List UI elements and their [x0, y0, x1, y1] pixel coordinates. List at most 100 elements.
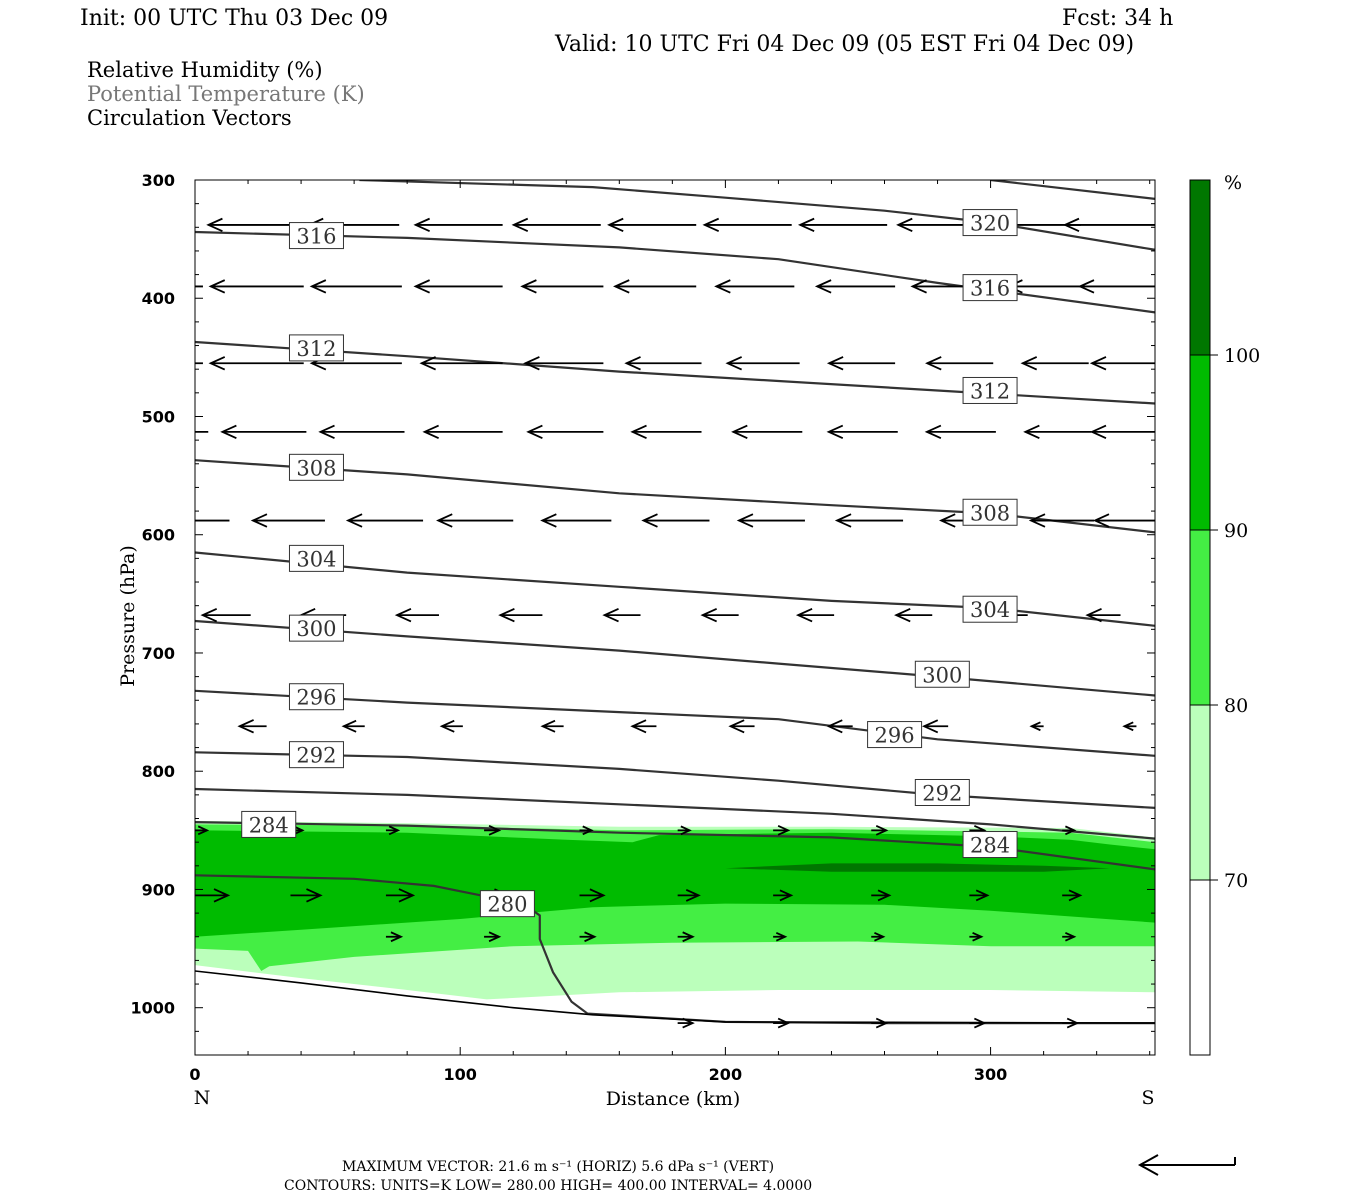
reference-vector — [1137, 1154, 1236, 1176]
theta-label-text: 304 — [970, 598, 1010, 622]
vector-0-7 — [797, 217, 888, 233]
vector-2-10 — [1089, 356, 1155, 371]
vector-3-1 — [220, 424, 307, 439]
vector-10-4 — [1062, 1017, 1080, 1029]
vector-0-1 — [206, 217, 299, 233]
x-end-label-north: N — [194, 1087, 211, 1109]
theta-label-312-0: 312 — [288, 334, 344, 362]
colorbar-frame — [1189, 179, 1211, 1056]
vector-6-5 — [728, 719, 755, 734]
theta-label-text: 312 — [296, 337, 336, 361]
vector-2-8 — [925, 356, 994, 371]
vector-5-0 — [200, 608, 251, 623]
vector-5-9 — [1085, 608, 1121, 623]
y-tick-label: 500 — [142, 407, 175, 426]
theta-contour-284 — [195, 821, 1155, 871]
vector-2-0 — [195, 362, 203, 365]
vector-10-2 — [871, 1017, 889, 1029]
plot-area: 320 316 316 312 312 308 308 304 304 300 300 296 296 2… — [130, 171, 1156, 1084]
vector-low-3 — [677, 931, 695, 943]
vector-3-4 — [526, 424, 604, 439]
vector-3-8 — [924, 424, 996, 439]
theta-contour-320 — [990, 180, 1155, 200]
vector-8-4 — [579, 888, 606, 903]
vector-5-7 — [894, 608, 933, 623]
vector-6-1 — [341, 719, 365, 733]
theta-label-304-0: 304 — [288, 544, 344, 572]
y-tick-label: 900 — [142, 880, 175, 899]
theta-label-text: 308 — [296, 456, 336, 480]
y-tick-label: 400 — [142, 289, 175, 308]
theta-contour-308 — [195, 459, 1155, 534]
vector-3-3 — [422, 424, 503, 439]
vector-2-1 — [208, 356, 304, 371]
vector-2-6 — [725, 356, 800, 371]
theta-label-308-1: 308 — [962, 498, 1018, 526]
vector-8-0 — [195, 888, 231, 903]
vector-1-1 — [208, 279, 304, 294]
vector-3-6 — [731, 424, 803, 439]
vector-2-5 — [624, 356, 702, 371]
vector-6-4 — [630, 719, 657, 734]
terrain-line — [195, 970, 1155, 1024]
colorbar: 70 80 90 100 — [1189, 179, 1260, 1056]
theta-contour-320 — [359, 180, 1155, 251]
colorbar-unit: % — [1224, 172, 1242, 194]
x-end-label-south: S — [1141, 1087, 1154, 1109]
theta-label-316-1: 316 — [962, 274, 1018, 302]
vector-4-2 — [345, 513, 424, 528]
vector-1-6 — [714, 279, 795, 294]
theta-label-text: 308 — [970, 501, 1010, 525]
theta-contour-304 — [195, 551, 1155, 627]
y-axis-label: Pressure (hPa) — [117, 545, 139, 687]
theta-label-284-1: 284 — [962, 831, 1018, 859]
colorbar-segment — [1190, 705, 1210, 880]
vector-7-6 — [773, 825, 791, 836]
theta-label-308-0: 308 — [288, 453, 344, 481]
vector-0-10 — [1062, 217, 1155, 233]
theta-label-text: 316 — [970, 277, 1010, 301]
plot-frame — [194, 179, 1156, 1056]
y-tick-label: 1000 — [130, 999, 175, 1018]
colorbar-segment — [1190, 880, 1210, 1055]
theta-contour-288 — [195, 787, 1155, 840]
theta-label-300-1: 300 — [914, 660, 970, 688]
vector-3-9 — [1023, 424, 1092, 439]
vector-4-5 — [641, 513, 710, 528]
vector-6-6 — [826, 719, 853, 734]
vector-6-9 — [1122, 721, 1137, 732]
vector-2-9 — [1020, 356, 1089, 371]
valid-time: Valid: 10 UTC Fri 04 Dec 09 (05 EST Fri … — [554, 32, 1134, 57]
vector-0-6 — [702, 217, 792, 233]
theta-label-text: 300 — [296, 617, 336, 641]
vector-7-4 — [579, 825, 594, 836]
vector-1-7 — [814, 279, 896, 294]
theta-label-text: 320 — [970, 212, 1010, 236]
vector-2-3 — [419, 356, 503, 371]
forecast-hour: Fcst: 34 h — [1062, 6, 1173, 31]
init-time: Init: 00 UTC Thu 03 Dec 09 — [80, 6, 388, 31]
y-tick-label: 700 — [142, 644, 175, 663]
theta-label-292-0: 292 — [288, 741, 344, 769]
colorbar-segment — [1190, 530, 1210, 705]
vector-4-0 — [195, 519, 230, 522]
vector-4-4 — [540, 513, 612, 528]
vector-4-7 — [834, 513, 904, 528]
vector-1-2 — [309, 279, 402, 294]
vector-7-7 — [871, 825, 889, 836]
theta-label-text: 284 — [249, 813, 289, 837]
vector-7-9 — [1062, 825, 1077, 836]
vector-low-1 — [484, 931, 502, 943]
vector-7-2 — [385, 825, 401, 836]
vector-6-8 — [1029, 721, 1044, 732]
y-tick-label: 600 — [142, 526, 175, 545]
theta-label-text: 292 — [296, 744, 336, 768]
vector-1-9 — [1006, 279, 1084, 294]
vector-3-2 — [318, 424, 405, 439]
theta-label-text: 284 — [970, 834, 1010, 858]
vector-6-3 — [540, 719, 564, 733]
rh-band-90 — [195, 830, 1155, 937]
vector-1-10 — [1077, 279, 1155, 294]
colorbar-label: 90 — [1224, 520, 1248, 542]
